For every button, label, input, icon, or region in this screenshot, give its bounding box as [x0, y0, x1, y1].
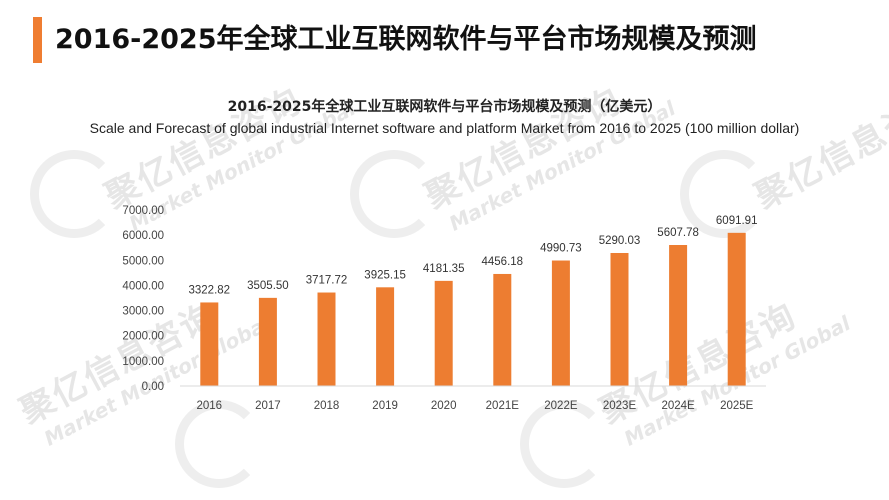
bar: [669, 245, 688, 386]
y-tick-label: 7000.00: [122, 205, 164, 217]
bar-value-label: 5290.03: [599, 235, 641, 247]
y-tick-label: 4000.00: [122, 280, 164, 292]
bar: [258, 297, 277, 386]
bar-value-label: 3925.15: [364, 269, 406, 281]
x-tick-label: 2018: [314, 400, 340, 412]
bar-series: 3322.82 3505.50 3717.72 3925.15 4181.35 4456.…: [189, 215, 758, 386]
bar-value-label: 5607.78: [657, 227, 699, 239]
x-tick-label: 2025E: [720, 400, 754, 412]
bar: [493, 273, 512, 386]
title-accent-bar: [33, 17, 42, 63]
bar-value-label: 4181.35: [423, 263, 465, 275]
x-tick-label: 2021E: [486, 400, 520, 412]
bar: [551, 260, 570, 386]
x-tick-label: 2023E: [603, 400, 637, 412]
bar-value-label: 4990.73: [540, 243, 582, 255]
y-axis: 0.00 1000.00 2000.00 3000.00 4000.00 5000.00 6…: [122, 205, 164, 393]
y-tick-label: 5000.00: [122, 255, 164, 267]
y-tick-label: 1000.00: [122, 356, 164, 368]
bar-value-label: 3322.82: [189, 284, 231, 296]
bar: [727, 232, 746, 386]
bar: [200, 302, 219, 386]
bar-value-label: 4456.18: [482, 256, 524, 268]
bar: [317, 292, 336, 386]
chart-title: 2016-2025年全球工业互联网软件与平台市场规模及预测（亿美元）: [227, 99, 662, 115]
bar-value-label: 6091.91: [716, 215, 758, 227]
y-tick-label: 2000.00: [122, 331, 164, 343]
page-title: 2016-2025年全球工业互联网软件与平台市场规模及预测: [55, 24, 757, 55]
bar: [376, 287, 395, 386]
x-tick-label: 2024E: [661, 400, 695, 412]
y-tick-label: 3000.00: [122, 306, 164, 318]
x-tick-label: 2019: [372, 400, 398, 412]
x-tick-label: 2022E: [544, 400, 578, 412]
x-tick-label: 2017: [255, 400, 281, 412]
x-axis: 2016 2017 2018 2019 2020 2021E 2022E 2023E 2024E…: [197, 400, 754, 412]
bar-value-label: 3717.72: [306, 275, 348, 287]
bar-value-label: 3505.50: [247, 280, 289, 292]
y-tick-label: 0.00: [142, 381, 164, 393]
x-tick-label: 2016: [197, 400, 223, 412]
chart-subtitle: Scale and Forecast of global industrial …: [89, 120, 800, 136]
y-tick-label: 6000.00: [122, 230, 164, 242]
x-tick-label: 2020: [431, 400, 457, 412]
bar: [610, 252, 629, 386]
bar: [434, 280, 453, 386]
